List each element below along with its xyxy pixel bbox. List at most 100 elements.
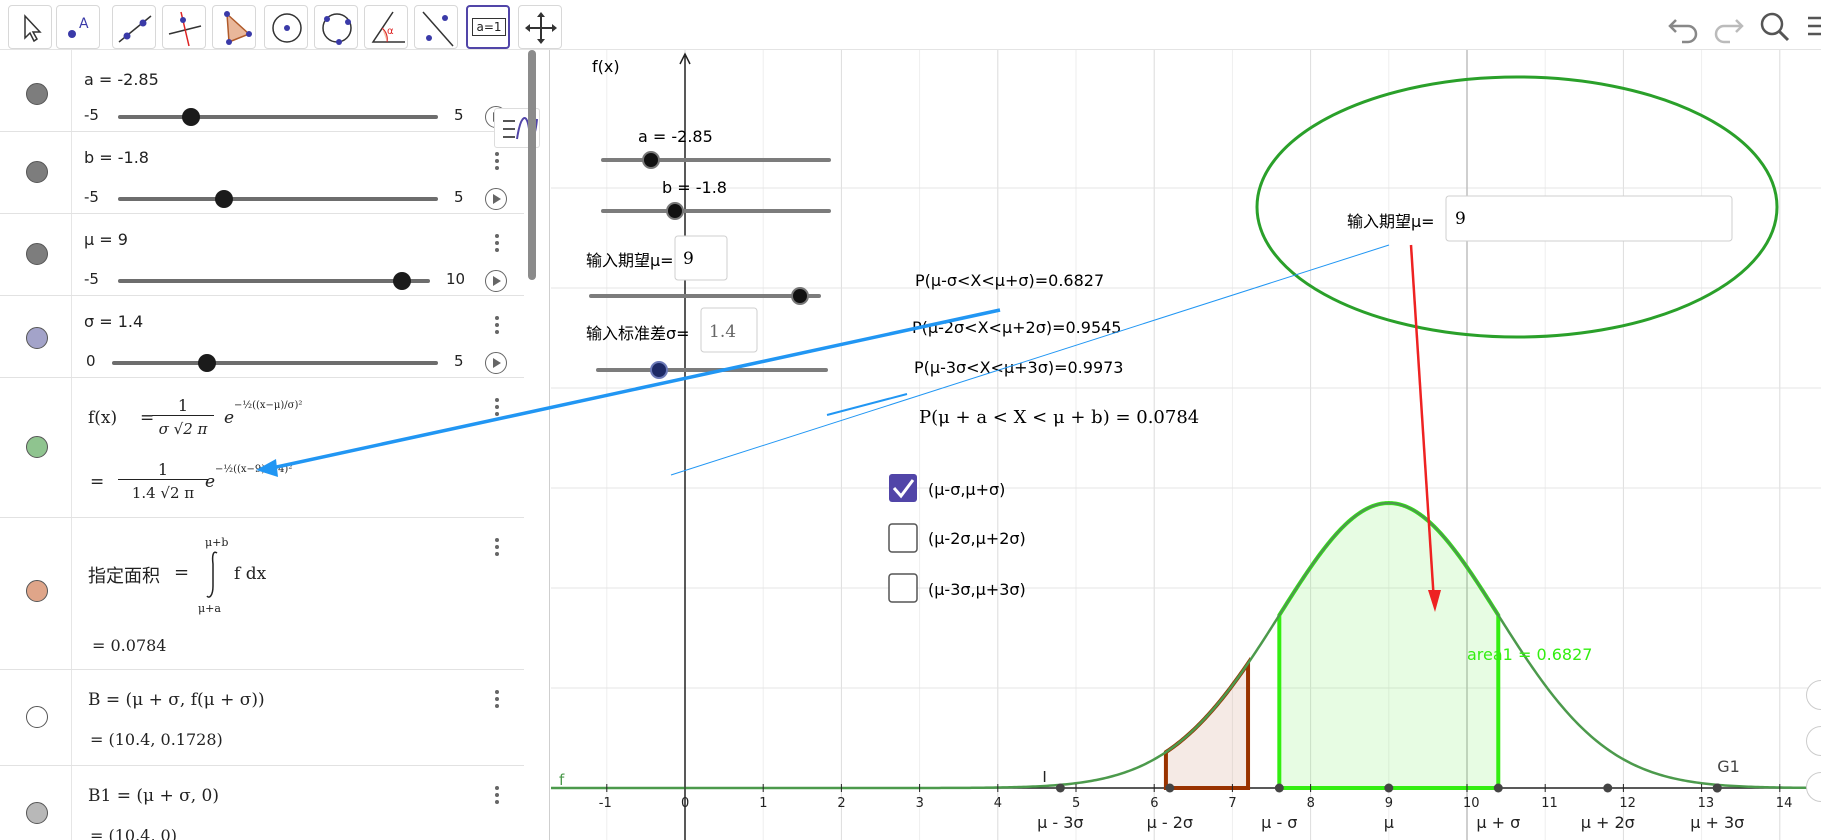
- algebra-row-b[interactable]: b = -1.8 -5 5: [0, 132, 524, 214]
- slider-mu-knob[interactable]: [393, 272, 411, 290]
- sigma-mark-point: [1603, 783, 1613, 793]
- play-icon[interactable]: [485, 270, 507, 292]
- slider-tool-label: a=1: [472, 18, 506, 36]
- function-value-numerator: 1: [118, 460, 208, 480]
- x-tick-label: 10: [1463, 796, 1480, 811]
- point-tool-button[interactable]: A: [56, 5, 100, 49]
- x-tick-label: 13: [1698, 796, 1715, 811]
- point-G1-label: G1: [1717, 757, 1740, 776]
- slider-sigma-max: 5: [454, 352, 464, 370]
- slider-b-knob[interactable]: [215, 190, 233, 208]
- slider-tool-button[interactable]: a=1: [466, 5, 510, 49]
- row-gutter: [0, 378, 72, 517]
- visibility-toggle[interactable]: [26, 436, 48, 458]
- more-options-icon[interactable]: [494, 232, 500, 254]
- y-axis-arrow-icon: [679, 52, 691, 65]
- angle-tool-button[interactable]: α: [364, 5, 408, 49]
- function-fraction-numerator: 1: [152, 396, 214, 416]
- svg-text:α: α: [387, 26, 394, 37]
- row-gutter: [0, 50, 72, 131]
- circle-three-points-tool-button[interactable]: [314, 5, 358, 49]
- perpendicular-tool-button[interactable]: [162, 5, 206, 49]
- input-sigma-label: 输入标准差σ=: [586, 324, 690, 343]
- undo-icon[interactable]: [1662, 6, 1704, 46]
- algebra-row-a[interactable]: a = -2.85 -5 5: [0, 50, 524, 132]
- y-axis-label: f(x): [592, 57, 620, 76]
- point-B1-value: = (10.4, 0): [90, 826, 177, 840]
- x-tick-label: 11: [1541, 796, 1558, 811]
- checkbox-3-sigma[interactable]: [888, 573, 918, 603]
- move-view-tool-button[interactable]: [518, 5, 562, 49]
- slider-sigma-knob[interactable]: [198, 354, 216, 372]
- shaded-area-1-sigma: [1277, 501, 1501, 790]
- slider-a-min: -5: [84, 106, 99, 124]
- redo-icon[interactable]: [1708, 6, 1750, 46]
- more-options-icon[interactable]: [494, 784, 500, 806]
- slider-b-max: 5: [454, 188, 464, 206]
- polygon-tool-button[interactable]: [212, 5, 256, 49]
- big-input-mu-value: 9: [1455, 209, 1466, 229]
- input-sigma-value: 1.4: [709, 322, 736, 342]
- slider-mu-track[interactable]: [118, 279, 430, 283]
- graphics-slider-mu-track[interactable]: [589, 294, 821, 298]
- slider-sigma-track[interactable]: [112, 361, 438, 365]
- more-options-icon[interactable]: [494, 536, 500, 558]
- graphics-slider-sigma-knob[interactable]: [650, 361, 668, 379]
- sigma-mark-point: [1274, 783, 1284, 793]
- algebra-row-B[interactable]: B = (μ + σ, f(μ + σ)) = (10.4, 0.1728): [0, 670, 524, 766]
- input-mu-field[interactable]: [674, 235, 728, 281]
- checkbox-3-sigma-label: (μ-3σ,μ+3σ): [928, 580, 1026, 599]
- sigma-mark-label: μ - 3σ: [1037, 813, 1083, 832]
- visibility-toggle[interactable]: [26, 83, 48, 105]
- play-icon[interactable]: [485, 188, 507, 210]
- visibility-toggle[interactable]: [26, 161, 48, 183]
- graphics-slider-mu-knob[interactable]: [791, 287, 809, 305]
- circle-tool-button[interactable]: [264, 5, 308, 49]
- more-options-icon[interactable]: [494, 150, 500, 172]
- graphics-slider-a-knob[interactable]: [642, 151, 660, 169]
- line-tool-button[interactable]: [112, 5, 156, 49]
- slider-mu-max: 10: [446, 270, 466, 288]
- visibility-toggle[interactable]: [26, 243, 48, 265]
- x-tick-label: 6: [1150, 796, 1158, 811]
- slider-a-knob[interactable]: [182, 108, 200, 126]
- visibility-toggle[interactable]: [26, 327, 48, 349]
- big-input-mu-field[interactable]: [1445, 195, 1733, 242]
- play-icon[interactable]: [485, 352, 507, 374]
- checkbox-2-sigma[interactable]: [888, 523, 918, 553]
- curve-layer: [551, 501, 1821, 790]
- circle-three-points-icon: [322, 13, 352, 45]
- reflect-tool-button[interactable]: [414, 5, 458, 49]
- visibility-toggle[interactable]: [26, 580, 48, 602]
- algebra-row-area[interactable]: 指定面积 = μ+b μ+a f dx = 0.0784: [0, 518, 524, 670]
- more-options-icon[interactable]: [494, 396, 500, 418]
- algebra-row-f[interactable]: f(x) = 1 σ √2 π e −½((x−μ)/σ)² = 1 1.4 √…: [0, 378, 524, 518]
- more-options-icon[interactable]: [494, 688, 500, 710]
- function-name: f(x): [88, 408, 118, 428]
- checkbox-1-sigma[interactable]: [889, 474, 917, 502]
- visibility-toggle[interactable]: [26, 802, 48, 824]
- line-icon: [118, 15, 152, 43]
- graphics-slider-b-knob[interactable]: [666, 202, 684, 220]
- algebra-row-sigma[interactable]: σ = 1.4 0 5: [0, 296, 524, 378]
- graphics-slider-sigma-track[interactable]: [596, 368, 828, 372]
- visibility-toggle[interactable]: [26, 706, 48, 728]
- slider-mu-min: -5: [84, 270, 99, 288]
- menu-icon[interactable]: [1800, 6, 1821, 46]
- function-definition-equals: =: [140, 408, 155, 428]
- graphics-slider-a-track[interactable]: [601, 158, 831, 162]
- slider-b-min: -5: [84, 188, 99, 206]
- row-gutter: [0, 518, 72, 669]
- point-G1: [1712, 783, 1722, 793]
- graphics-slider-b-track[interactable]: [601, 209, 831, 213]
- slider-a-track[interactable]: [118, 115, 438, 119]
- algebra-row-mu[interactable]: μ = 9 -5 10: [0, 214, 524, 296]
- algebra-row-B1[interactable]: B1 = (μ + σ, 0) = (10.4, 0): [0, 766, 524, 840]
- move-tool-button[interactable]: [8, 5, 52, 49]
- more-options-icon[interactable]: [494, 314, 500, 336]
- algebra-scrollbar[interactable]: [528, 50, 536, 280]
- search-icon[interactable]: [1754, 6, 1796, 46]
- slider-b-track[interactable]: [118, 197, 438, 201]
